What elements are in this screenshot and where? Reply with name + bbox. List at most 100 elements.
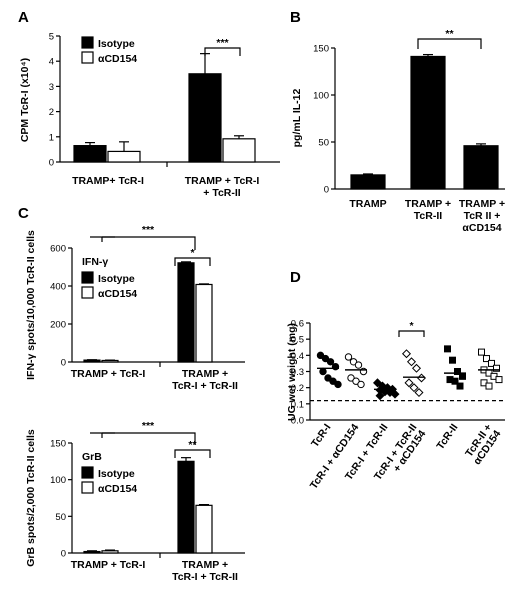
y-tick-label: 0: [61, 358, 66, 369]
data-point: [321, 354, 330, 363]
y-tick-label: 3: [49, 82, 54, 93]
x-tick-label: TRAMP + TcR-I: [71, 559, 146, 571]
y-tick-label: 150: [50, 439, 66, 450]
data-point: [329, 377, 337, 385]
legend-swatch: [81, 36, 94, 49]
y-tick-label: 4: [49, 57, 54, 68]
significance-label: *: [190, 247, 195, 259]
data-point: [344, 353, 353, 361]
bar: [463, 145, 499, 190]
y-tick-label: 0.6: [291, 319, 304, 330]
data-point: [459, 372, 466, 380]
data-point: [488, 359, 495, 367]
y-tick-label: 200: [50, 320, 66, 331]
data-point: [357, 380, 365, 389]
significance-bracket: [102, 236, 196, 250]
y-tick-label: 0.0: [291, 416, 304, 427]
y-tick-label: 100: [313, 91, 329, 102]
y-tick-label: 100: [50, 475, 66, 486]
data-point: [390, 389, 400, 399]
data-point: [406, 357, 417, 367]
data-point: [375, 391, 385, 401]
x-tick-label: TRAMP: [349, 198, 386, 210]
significance-bracket: [398, 330, 425, 337]
data-point: [454, 368, 461, 375]
y-tick-label: 0.3: [291, 367, 304, 378]
bar: [73, 145, 107, 163]
y-tick-label: 0.1: [291, 399, 304, 410]
data-point: [449, 356, 456, 364]
x-tick-label: TRAMP + TcR-II: [405, 198, 451, 222]
panel-label-a: A: [18, 9, 29, 26]
y-tick-label: 400: [50, 282, 66, 293]
significance-bracket: [90, 236, 115, 242]
data-point: [409, 383, 419, 393]
bar: [177, 460, 195, 554]
legend-label: αCD154: [98, 483, 137, 495]
y-tick-label: 0.5: [291, 335, 304, 346]
y-tick-label: 50: [55, 512, 66, 523]
data-point: [495, 376, 503, 384]
y-axis-label: GrB spots/2,000 TcR-II cells: [25, 429, 37, 567]
data-point: [352, 377, 360, 385]
significance-label: ***: [142, 420, 155, 432]
legend-label: Isotype: [98, 38, 135, 50]
x-tick-label: TcR-II +αCD154: [462, 422, 503, 467]
data-point: [478, 348, 485, 356]
x-tick-label: TRAMP + TcR-I + TcR-II: [172, 368, 238, 392]
significance-label: ***: [216, 37, 229, 49]
significance-label: **: [445, 28, 454, 40]
bar: [83, 359, 101, 363]
y-tick-label: 0: [324, 185, 329, 196]
legend-label: Isotype: [98, 273, 135, 285]
legend-label: Isotype: [98, 468, 135, 480]
significance-bracket: [174, 257, 211, 266]
data-point: [414, 388, 424, 398]
panel-subtitle: GrB: [82, 451, 102, 463]
y-tick-label: 0.2: [291, 383, 304, 394]
panel-label-b: B: [290, 9, 301, 26]
x-tick-label: TRAMP+ TcR-I: [72, 175, 144, 187]
data-point: [316, 351, 325, 360]
data-point: [401, 349, 412, 359]
x-tick-label: TRAMP + TcR II + αCD154: [459, 198, 505, 234]
legend-swatch: [81, 286, 94, 299]
y-tick-label: 0.4: [291, 351, 304, 362]
data-point: [349, 358, 358, 366]
x-tick-label: TRAMP + TcR-I + TcR-II: [185, 175, 260, 199]
significance-bracket: [417, 38, 482, 49]
data-point: [493, 364, 500, 372]
data-point: [326, 358, 335, 366]
bar: [101, 359, 119, 363]
data-point: [483, 355, 490, 363]
legend-label: αCD154: [98, 288, 137, 300]
significance-bracket: [204, 47, 241, 56]
data-point: [444, 345, 451, 353]
data-point: [456, 382, 464, 390]
bar: [222, 138, 256, 163]
significance-bracket: [102, 432, 196, 445]
x-tick-label: TcR-I: [309, 422, 333, 450]
significance-label: *: [409, 320, 414, 332]
bar: [195, 504, 213, 554]
panel-subtitle: IFN-γ: [82, 256, 108, 268]
data-point: [451, 377, 459, 385]
significance-bracket: [90, 432, 115, 438]
y-tick-label: 0: [61, 549, 66, 560]
data-point: [324, 374, 332, 382]
y-axis-label: CPM TcR-I (x10⁴): [19, 58, 31, 142]
y-tick-label: 5: [49, 32, 54, 43]
significance-label: ***: [142, 224, 155, 236]
panel-label-d: D: [290, 269, 301, 286]
x-tick-label: TcR-II: [434, 422, 460, 452]
x-tick-label: TRAMP + TcR-I: [71, 368, 146, 380]
y-tick-label: 50: [318, 138, 329, 149]
significance-bracket: [174, 449, 211, 458]
data-point: [404, 378, 414, 388]
panel-label-c: C: [18, 205, 29, 222]
legend-swatch: [81, 481, 94, 494]
significance-label: **: [188, 439, 197, 451]
legend-swatch: [81, 51, 94, 64]
y-axis-label: UG wet weight (mg): [286, 323, 298, 421]
